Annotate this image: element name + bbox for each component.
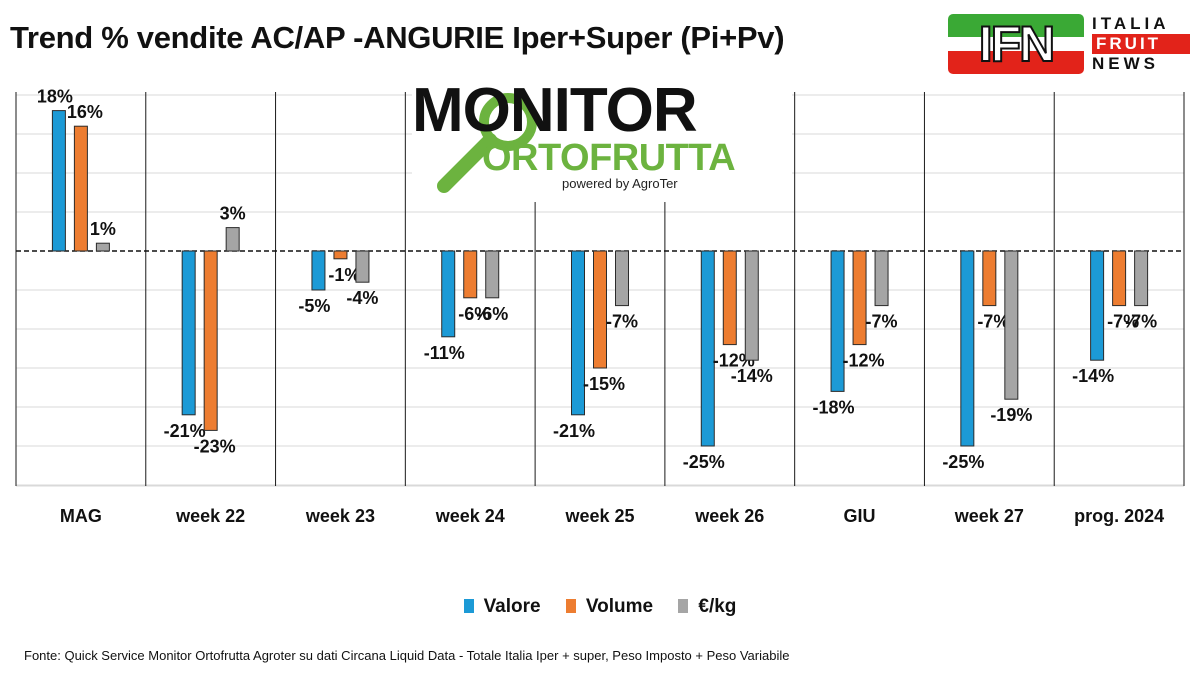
x-tick-label: GIU (844, 506, 876, 526)
data-label: -15% (583, 374, 625, 394)
legend-item-valore: Valore (463, 596, 541, 618)
legend-item-volume: Volume (565, 596, 654, 618)
x-tick-label: week 25 (564, 506, 634, 526)
data-label: -23% (194, 436, 236, 456)
data-label: -19% (990, 405, 1032, 425)
data-label: -21% (553, 421, 595, 441)
x-tick-label: prog. 2024 (1074, 506, 1164, 526)
bar-valore (830, 250, 845, 392)
bar-valore (311, 250, 326, 291)
data-label: -7% (1125, 312, 1157, 332)
data-label: -25% (683, 452, 725, 472)
monitor-logo-powered: powered by AgroTer (562, 176, 678, 191)
bar-volume (203, 250, 218, 431)
ifn-logo-words: ITALIA FRUIT NEWS (1092, 14, 1190, 74)
bar-chart: 18%16%1%MAG-21%-23%3%week 22-5%-1%-4%wee… (15, 87, 1185, 526)
bar-valore (1090, 250, 1105, 361)
bar-volume (982, 250, 997, 307)
data-label: -11% (424, 343, 465, 363)
data-label: -4% (346, 288, 378, 308)
data-label: -14% (731, 366, 773, 386)
bar--kg (355, 250, 370, 283)
ifn-logo: IFN ITALIA FRUIT NEWS (948, 14, 1190, 74)
bar-valore (571, 250, 585, 416)
data-label: -18% (813, 397, 855, 417)
bar--kg (95, 242, 110, 252)
bar--kg (1134, 250, 1149, 307)
x-tick-label: week 26 (694, 506, 764, 526)
ifn-logo-word: FRUIT (1092, 34, 1190, 54)
bar-valore (700, 250, 715, 447)
x-tick-label: week 27 (954, 506, 1024, 526)
chart-title: Trend % vendite AC/AP -ANGURIE Iper+Supe… (10, 20, 785, 55)
legend-swatch (678, 599, 689, 613)
bar--kg (485, 250, 500, 299)
data-label: -6% (458, 304, 490, 324)
bar-volume (852, 250, 867, 346)
legend-swatch (565, 599, 576, 613)
data-label: -21% (164, 421, 206, 441)
bar-volume (722, 250, 737, 346)
ifn-logo-badge (948, 14, 1084, 74)
bar--kg (225, 227, 240, 252)
data-label: -6% (476, 304, 508, 324)
data-label: -7% (866, 312, 898, 332)
bar--kg (874, 250, 889, 307)
x-tick-label: week 22 (175, 506, 245, 526)
ifn-logo-word: NEWS (1092, 54, 1159, 73)
data-label: -25% (942, 452, 984, 472)
bar-valore (181, 250, 196, 416)
chart-legend: Valore Volume €/kg (0, 596, 1200, 618)
magnifier-icon (437, 93, 537, 193)
bar--kg (744, 250, 759, 361)
data-label: -7% (1107, 312, 1139, 332)
bar-volume (333, 250, 348, 260)
x-tick-label: week 23 (305, 506, 375, 526)
monitor-logo-sub: ORTOFRUTTA (482, 137, 736, 179)
bar-volume (463, 250, 478, 299)
data-label: -1% (328, 265, 360, 285)
source-note: Fonte: Quick Service Monitor Ortofrutta … (24, 648, 790, 663)
data-label: -12% (713, 351, 755, 371)
bar-volume (593, 250, 607, 369)
bar--kg (1004, 250, 1019, 400)
bar-volume (73, 125, 88, 252)
ifn-logo-word: ITALIA (1092, 14, 1170, 33)
data-label: -12% (843, 351, 885, 371)
x-tick-label: MAG (60, 506, 102, 526)
bar-valore (960, 250, 975, 447)
legend-label: €/kg (698, 596, 737, 617)
bar-volume (1112, 250, 1127, 307)
legend-label: Valore (483, 596, 541, 617)
legend-label: Volume (585, 596, 654, 617)
data-label: 16% (67, 102, 103, 122)
ifn-logo-letters: IFN (978, 16, 1057, 72)
legend-swatch (463, 599, 474, 613)
x-tick-label: week 24 (435, 506, 505, 526)
data-label: 3% (220, 204, 246, 224)
data-label: 18% (37, 87, 73, 107)
bar-valore (51, 110, 66, 252)
legend-item-prezzo: €/kg (678, 596, 736, 618)
bar--kg (615, 250, 629, 307)
data-label: -7% (977, 312, 1009, 332)
data-label: -14% (1072, 366, 1114, 386)
monitor-ortofrutta-logo: MONITOR ORTOFRUTTA powered by AgroTer (412, 78, 792, 202)
bar-valore (441, 250, 456, 338)
data-label: -5% (298, 296, 330, 316)
data-label: -7% (606, 312, 638, 332)
data-label: 1% (90, 219, 116, 239)
monitor-logo-main: MONITOR (412, 76, 698, 145)
